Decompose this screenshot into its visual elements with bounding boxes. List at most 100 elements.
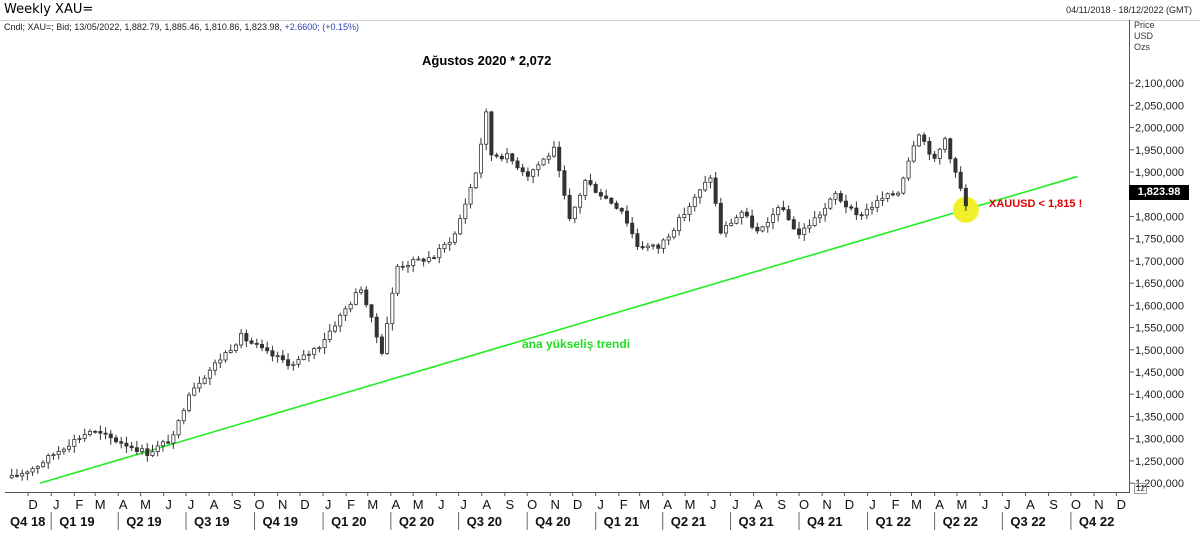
candle-body <box>421 258 426 262</box>
y-tick-label: 2,050,000 <box>1135 100 1184 112</box>
candle-body <box>744 211 749 217</box>
candle-body <box>270 350 275 357</box>
candle-body <box>432 257 437 260</box>
candle-body <box>640 246 645 249</box>
quarter-label: Q4 19 <box>263 514 298 529</box>
candle-body <box>385 323 390 354</box>
month-label: J <box>438 497 445 512</box>
candle-body <box>854 207 859 216</box>
quarter-label: Q4 22 <box>1079 514 1114 529</box>
candle-body <box>593 183 598 193</box>
y-tick-label: 1,900,000 <box>1135 167 1184 179</box>
candle-body <box>635 233 640 247</box>
candle-body <box>77 438 82 440</box>
y-tick-label: 1,250,000 <box>1135 456 1184 468</box>
candle-body <box>823 207 828 216</box>
unit-label-currency: USD <box>1134 31 1154 41</box>
candle-body <box>280 355 285 361</box>
candle-body <box>870 206 875 210</box>
price-annotation: XAUUSD < 1,815 ! <box>989 198 1083 210</box>
quarter-label: Q4 21 <box>807 514 842 529</box>
month-label: S <box>505 497 514 512</box>
candle-body <box>46 455 51 464</box>
quarter-label: Q2 19 <box>126 514 161 529</box>
candle-body <box>797 228 802 235</box>
candle-body <box>838 193 843 202</box>
candle-body <box>114 437 119 443</box>
peak-annotation: Ağustos 2020 * 2,072 <box>422 53 552 68</box>
month-label: J <box>1004 497 1011 512</box>
candle-body <box>864 208 869 216</box>
month-label: J <box>710 497 717 512</box>
y-tick-label: 1,750,000 <box>1135 234 1184 246</box>
candle-body <box>750 215 755 228</box>
unit-label-ounces: Ozs <box>1134 42 1151 52</box>
plot-area[interactable] <box>5 20 1130 493</box>
ohlc-readout: Cndl; XAU=; Bid; 13/05/2022, 1,882.79, 1… <box>4 22 282 32</box>
candle-body <box>306 353 311 356</box>
candle-body <box>937 148 942 159</box>
quarter-label: Q2 22 <box>943 514 978 529</box>
candle-body <box>223 352 228 361</box>
candle-body <box>176 420 181 436</box>
candle-body <box>286 359 291 366</box>
candle-body <box>849 206 854 209</box>
candle-body <box>833 193 838 200</box>
candle-body <box>499 155 504 160</box>
date-range: 04/11/2018 - 18/12/2022 (GMT) <box>1066 5 1192 15</box>
candle-body <box>770 214 775 223</box>
candle-body <box>588 180 593 185</box>
candle-body <box>943 138 948 150</box>
candle-body <box>228 350 233 353</box>
month-label: M <box>140 497 151 512</box>
candle-body <box>562 170 567 196</box>
candle-body <box>254 342 259 345</box>
chart-title: Weekly XAU= <box>4 2 94 17</box>
quarter-label: Q4 20 <box>535 514 570 529</box>
month-label: M <box>367 497 378 512</box>
y-tick-label: 2,000,000 <box>1135 123 1184 135</box>
month-label: S <box>1049 497 1058 512</box>
candle-body <box>619 207 624 212</box>
candle-body <box>374 316 379 338</box>
candle-body <box>609 197 614 204</box>
quarter-label: Q1 20 <box>331 514 366 529</box>
candle-body <box>546 155 551 160</box>
instrument-info: Cndl; XAU=; Bid; 13/05/2022, 1,882.79, 1… <box>4 22 359 32</box>
candle-body <box>651 244 656 247</box>
month-label: O <box>799 497 809 512</box>
candle-body <box>598 192 603 197</box>
candle-body <box>927 140 932 155</box>
candle-body <box>155 445 160 453</box>
y-tick-label: 1,300,000 <box>1135 434 1184 446</box>
trend-annotation: ana yükseliş trendi <box>522 337 631 351</box>
candle-body <box>896 192 901 196</box>
month-label: A <box>935 497 944 512</box>
y-tick-label: 1,950,000 <box>1135 145 1184 157</box>
month-label: D <box>573 497 582 512</box>
candle-body <box>207 369 212 379</box>
candle-body <box>760 226 765 232</box>
candle-body <box>332 325 337 332</box>
quarter-label: Q4 18 <box>10 514 45 529</box>
month-label: M <box>95 497 106 512</box>
candle-body <box>604 195 609 199</box>
unit-label-price: Price <box>1134 20 1155 30</box>
candle-body <box>56 450 61 456</box>
month-label: D <box>28 497 37 512</box>
candle-body <box>181 409 186 422</box>
candle-body <box>478 143 483 174</box>
month-label: A <box>663 497 672 512</box>
candle-body <box>682 214 687 218</box>
candle-body <box>812 217 817 226</box>
month-label: A <box>210 497 219 512</box>
candle-body <box>776 207 781 216</box>
candle-body <box>890 193 895 196</box>
month-label: S <box>777 497 786 512</box>
month-label: J <box>982 497 989 512</box>
candle-body <box>129 445 134 449</box>
y-tick-label: 2,100,000 <box>1135 78 1184 90</box>
y-tick-label: 1,700,000 <box>1135 256 1184 268</box>
candle-body <box>14 474 19 477</box>
